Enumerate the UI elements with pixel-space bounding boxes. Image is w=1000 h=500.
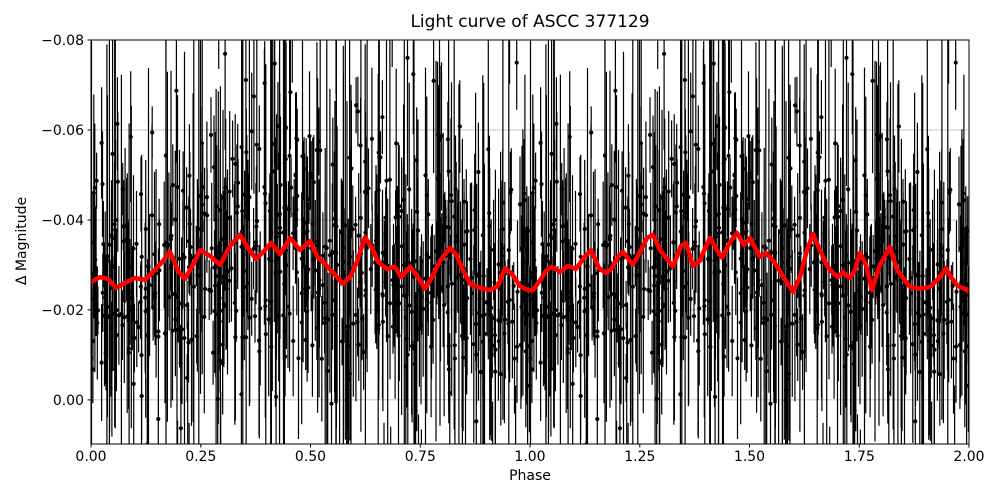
x-tick-label: 2.00 xyxy=(953,449,984,465)
x-tick-label: 0.25 xyxy=(185,449,216,465)
x-tick-label: 0.00 xyxy=(75,449,106,465)
tick-marks xyxy=(87,39,970,448)
y-tick-label: 0.00 xyxy=(53,393,84,409)
y-tick-label: −0.06 xyxy=(41,123,84,139)
x-tick-label: 0.50 xyxy=(295,449,326,465)
mean-curve-line xyxy=(91,230,969,295)
x-tick-label: 1.50 xyxy=(734,449,765,465)
y-tick-label: −0.04 xyxy=(41,213,84,229)
x-axis-label: Phase xyxy=(509,468,551,484)
x-tick-label: 0.75 xyxy=(405,449,436,465)
x-tick-label: 1.25 xyxy=(624,449,655,465)
tick-labels: 0.00 0.25 0.50 0.75 1.00 1.25 1.50 1.75 2.00 −0.0… xyxy=(41,33,984,465)
chart-title: Light curve of ASCC 377129 xyxy=(410,12,650,32)
x-tick-label: 1.75 xyxy=(844,449,875,465)
x-tick-label: 1.00 xyxy=(514,449,545,465)
y-axis-label: Δ Magnitude xyxy=(14,196,30,286)
y-tick-label: −0.08 xyxy=(41,33,84,49)
y-tick-label: −0.02 xyxy=(41,303,84,319)
data-layer xyxy=(91,40,969,444)
